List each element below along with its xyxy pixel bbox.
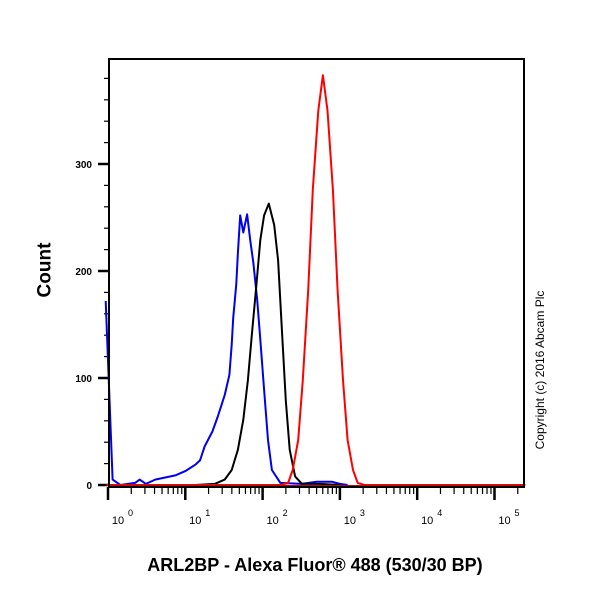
- x-tick-label: 10: [421, 515, 433, 527]
- copyright-annotation: Copyright (c) 2016 Abcam Plc: [533, 290, 547, 450]
- svg-text:1: 1: [205, 508, 210, 518]
- y-axis-ticks: 0 100 200 300: [75, 77, 109, 492]
- x-tick-label: 10: [189, 515, 201, 527]
- red-histogram-line: [106, 74, 526, 486]
- svg-text:3: 3: [360, 508, 365, 518]
- y-tick-label: 200: [75, 267, 92, 278]
- y-tick-label: 100: [75, 374, 92, 385]
- x-tick-label: 10: [344, 515, 356, 527]
- histogram-series: [104, 74, 526, 487]
- x-tick-label: 10: [498, 515, 510, 527]
- y-tick-label: 0: [86, 481, 92, 492]
- blue-histogram-line: [104, 213, 348, 486]
- svg-text:4: 4: [437, 508, 442, 518]
- plot-frame: [108, 58, 525, 488]
- y-tick-label: 300: [75, 160, 92, 171]
- x-axis-ticks: 10 0 10 1 10 2 10 3 10 4 10 5: [106, 487, 520, 527]
- x-tick-label: 10: [266, 515, 278, 527]
- x-tick-label: 10: [112, 515, 124, 527]
- x-axis-label: ARL2BP - Alexa Fluor® 488 (530/30 BP): [147, 555, 483, 575]
- svg-text:5: 5: [515, 508, 520, 518]
- y-axis-label: Count: [34, 242, 56, 298]
- svg-text:2: 2: [283, 508, 288, 518]
- svg-text:0: 0: [128, 508, 133, 518]
